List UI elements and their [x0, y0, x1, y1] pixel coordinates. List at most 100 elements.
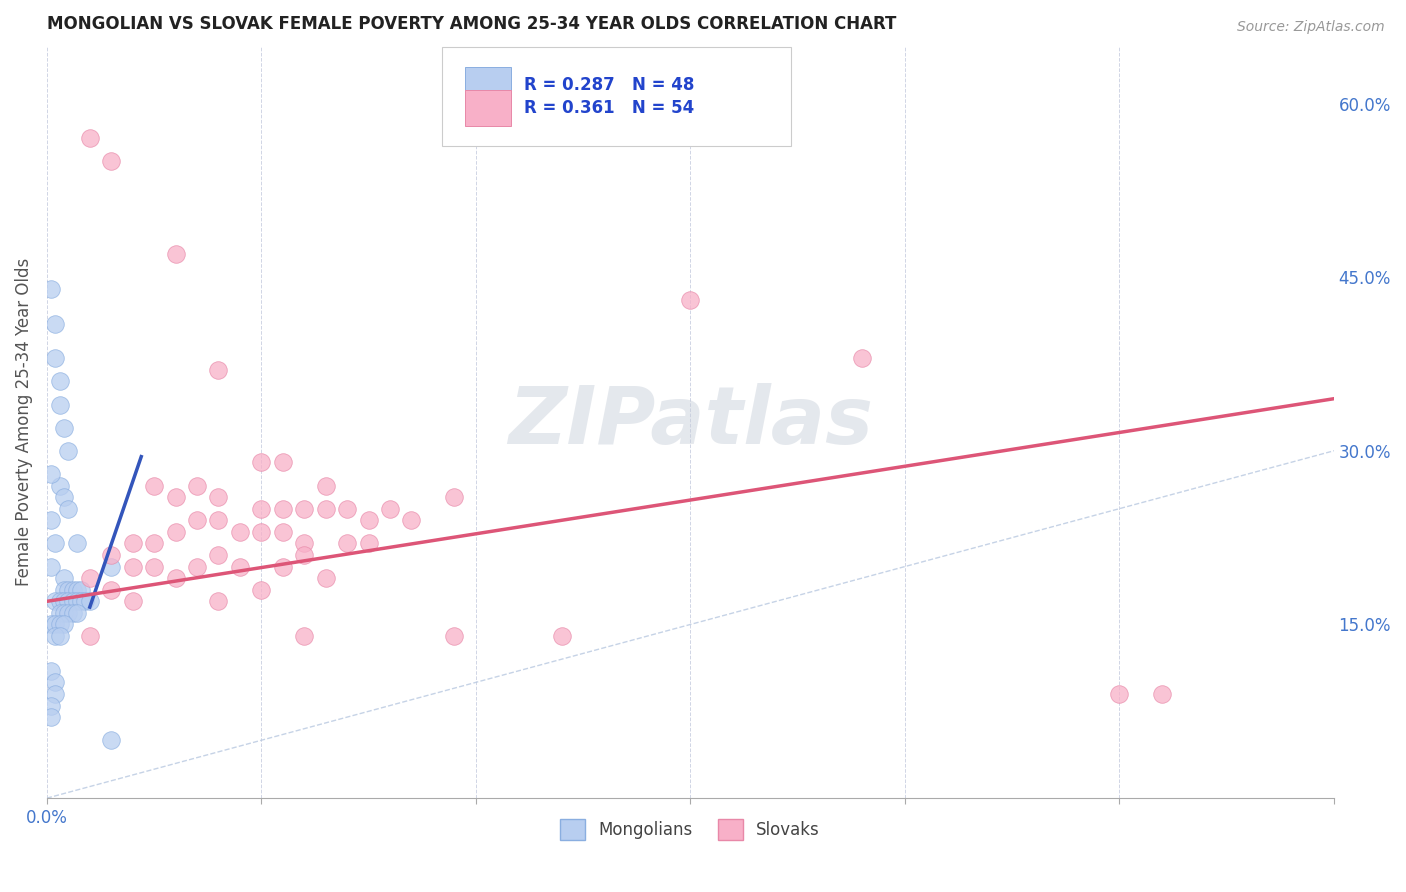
Point	[443, 629, 465, 643]
Point	[550, 629, 572, 643]
Point	[79, 594, 101, 608]
Point	[39, 467, 62, 481]
Text: Source: ZipAtlas.com: Source: ZipAtlas.com	[1237, 20, 1385, 34]
Point	[315, 571, 337, 585]
Point	[186, 559, 208, 574]
Point	[70, 594, 93, 608]
Point	[1108, 687, 1130, 701]
Point	[49, 594, 72, 608]
Point	[271, 524, 294, 539]
Point	[62, 594, 84, 608]
Point	[271, 455, 294, 469]
Point	[250, 455, 273, 469]
Point	[39, 698, 62, 713]
Point	[39, 617, 62, 632]
Point	[44, 594, 66, 608]
Point	[250, 501, 273, 516]
Point	[44, 687, 66, 701]
Point	[100, 733, 122, 747]
Point	[315, 478, 337, 492]
Point	[250, 524, 273, 539]
Point	[44, 536, 66, 550]
Point	[58, 594, 80, 608]
Point	[851, 351, 873, 366]
Point	[186, 513, 208, 527]
Point	[79, 131, 101, 145]
Point	[58, 443, 80, 458]
Point	[336, 536, 359, 550]
Point	[62, 606, 84, 620]
Text: ZIPatlas: ZIPatlas	[508, 383, 873, 461]
Point	[58, 606, 80, 620]
Point	[39, 559, 62, 574]
Point	[357, 513, 380, 527]
Point	[39, 282, 62, 296]
Point	[44, 317, 66, 331]
Point	[53, 617, 76, 632]
Point	[165, 571, 187, 585]
Point	[79, 629, 101, 643]
Point	[49, 478, 72, 492]
Point	[66, 606, 89, 620]
Point	[443, 490, 465, 504]
Point	[49, 375, 72, 389]
Point	[39, 513, 62, 527]
Point	[66, 536, 89, 550]
Point	[58, 501, 80, 516]
Point	[207, 594, 229, 608]
FancyBboxPatch shape	[441, 47, 790, 145]
Point	[44, 675, 66, 690]
Point	[62, 582, 84, 597]
Point	[39, 710, 62, 724]
Point	[53, 490, 76, 504]
Point	[292, 629, 315, 643]
Point	[39, 664, 62, 678]
Text: R = 0.287   N = 48: R = 0.287 N = 48	[524, 76, 695, 94]
Point	[49, 617, 72, 632]
Point	[70, 582, 93, 597]
Point	[207, 490, 229, 504]
Point	[292, 548, 315, 562]
FancyBboxPatch shape	[465, 90, 512, 126]
Point	[143, 559, 166, 574]
FancyBboxPatch shape	[465, 67, 512, 103]
Point	[100, 582, 122, 597]
Point	[44, 629, 66, 643]
Point	[271, 559, 294, 574]
Point	[49, 398, 72, 412]
Legend: Mongolians, Slovaks: Mongolians, Slovaks	[554, 813, 827, 847]
Point	[44, 351, 66, 366]
Point	[143, 478, 166, 492]
Point	[292, 536, 315, 550]
Point	[165, 247, 187, 261]
Point	[207, 363, 229, 377]
Point	[207, 513, 229, 527]
Point	[100, 559, 122, 574]
Point	[378, 501, 401, 516]
Point	[79, 571, 101, 585]
Point	[75, 594, 97, 608]
Point	[292, 501, 315, 516]
Point	[44, 617, 66, 632]
Point	[186, 478, 208, 492]
Point	[679, 293, 702, 308]
Point	[121, 536, 143, 550]
Point	[53, 571, 76, 585]
Point	[100, 548, 122, 562]
Point	[121, 594, 143, 608]
Text: R = 0.361   N = 54: R = 0.361 N = 54	[524, 99, 695, 117]
Point	[53, 420, 76, 434]
Point	[250, 582, 273, 597]
Point	[53, 594, 76, 608]
Point	[229, 559, 252, 574]
Point	[121, 559, 143, 574]
Point	[165, 490, 187, 504]
Point	[53, 582, 76, 597]
Point	[315, 501, 337, 516]
Point	[1152, 687, 1174, 701]
Point	[49, 629, 72, 643]
Point	[229, 524, 252, 539]
Point	[207, 548, 229, 562]
Point	[100, 154, 122, 169]
Point	[401, 513, 423, 527]
